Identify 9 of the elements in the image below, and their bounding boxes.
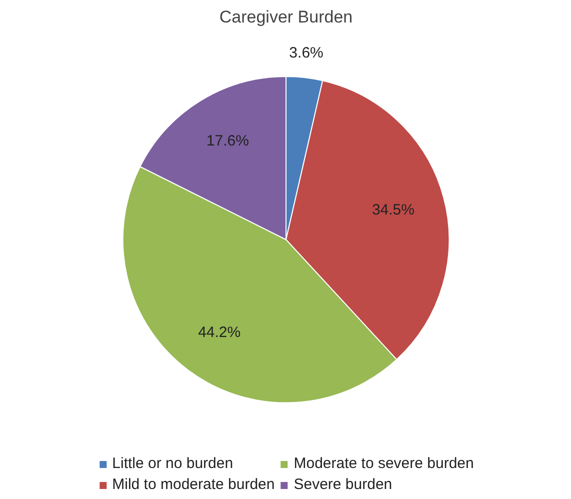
chart-title: Caregiver Burden bbox=[219, 8, 353, 26]
legend-label: Moderate to severe burden bbox=[294, 455, 474, 472]
data-label: 17.6% bbox=[206, 132, 249, 150]
data-label: 44.2% bbox=[198, 324, 241, 341]
legend-label: Little or no burden bbox=[112, 455, 234, 472]
legend-label: Severe burden bbox=[294, 476, 392, 493]
data-label: 3.6% bbox=[289, 44, 324, 62]
legend-label: Mild to moderate burden bbox=[112, 476, 275, 493]
data-label: 34.5% bbox=[372, 201, 415, 218]
